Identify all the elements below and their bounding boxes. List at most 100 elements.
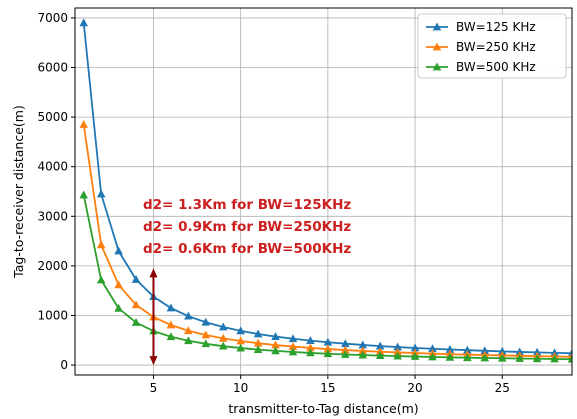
data-point: [341, 339, 350, 348]
data-point: [497, 346, 507, 355]
annotation-layer: d2= 1.3Km for BW=125KHz d2= 0.9Km for BW=…: [143, 197, 351, 366]
data-point: [306, 348, 315, 357]
data-point: [79, 120, 88, 128]
data-point: [253, 329, 263, 338]
annotation-arrow-head-up: [149, 268, 158, 278]
data-point: [567, 354, 572, 363]
data-point: [166, 303, 176, 312]
legend-label: BW=500 KHz: [456, 60, 536, 74]
series-3: [79, 190, 572, 363]
legend: BW=125 KHz BW=250 KHz BW=500 KHz: [417, 13, 567, 79]
x-axis-label: transmitter-to-Tag distance(m): [228, 401, 418, 416]
data-point: [166, 320, 176, 329]
data-point: [184, 326, 193, 335]
annotation-text: d2= 0.6Km for BW=500KHz: [143, 241, 351, 257]
y-tick-label: 3000: [37, 209, 68, 223]
x-tick-label: 5: [150, 381, 158, 395]
legend-marker: [432, 22, 442, 31]
data-point: [358, 340, 368, 349]
data-point: [236, 336, 245, 345]
data-point: [393, 342, 402, 351]
annotation-text: d2= 1.3Km for BW=125KHz: [143, 197, 351, 213]
data-point: [131, 318, 141, 326]
data-point: [480, 353, 490, 362]
annotation-text: d2= 0.9Km for BW=250KHz: [143, 219, 351, 235]
ticks: 5 10 15 20 25 0 1000 2000 3000 4000 5000 6000 7000: [37, 11, 509, 395]
data-point: [114, 246, 123, 255]
data-point: [306, 343, 315, 352]
y-tick-label: 2000: [37, 259, 68, 273]
data-point: [288, 334, 298, 343]
y-tick-label: 7000: [37, 11, 68, 25]
legend-marker: [432, 42, 442, 51]
data-point: [428, 344, 437, 353]
data-point: [79, 190, 88, 199]
data-point: [375, 341, 385, 350]
data-point: [218, 322, 228, 331]
data-point: [96, 189, 106, 198]
plot-frame: [74, 7, 573, 376]
data-point: [323, 349, 333, 358]
data-point: [323, 344, 333, 353]
data-point: [131, 275, 141, 283]
data-point: [253, 345, 263, 353]
data-point: [79, 18, 88, 27]
data-point: [288, 347, 298, 356]
y-axis-label: Tag-to-receiver distance(m): [11, 105, 26, 279]
data-point: [166, 332, 176, 341]
data-point: [218, 333, 228, 342]
data-point: [410, 352, 420, 360]
x-tick-label: 10: [233, 381, 248, 395]
legend-label: BW=250 KHz: [456, 40, 536, 54]
x-tick-label: 20: [407, 381, 422, 395]
data-point: [96, 240, 106, 249]
series-1: [79, 18, 572, 357]
series-layer: [79, 18, 572, 363]
data-point: [271, 332, 280, 340]
annotation-arrow-head-down: [149, 356, 158, 366]
data-point: [236, 326, 245, 335]
data-point: [271, 340, 280, 349]
x-tick-label: 25: [495, 381, 510, 395]
legend-label: BW=125 KHz: [456, 20, 536, 34]
data-point: [463, 353, 472, 362]
data-point: [480, 346, 490, 355]
data-point: [236, 343, 245, 352]
data-point: [445, 352, 455, 361]
data-point: [445, 345, 455, 353]
data-point: [358, 346, 368, 355]
legend-marker: [432, 62, 442, 71]
data-point: [184, 311, 193, 320]
y-tick-label: 4000: [37, 160, 68, 174]
data-point: [131, 300, 141, 309]
data-point: [114, 303, 123, 312]
data-point: [114, 280, 123, 289]
data-point: [341, 349, 350, 358]
data-point: [341, 345, 350, 354]
legend-box: [417, 13, 567, 79]
data-point: [410, 343, 420, 352]
data-point: [323, 337, 333, 346]
y-tick-label: 1000: [37, 308, 68, 322]
y-tick-label: 6000: [37, 61, 68, 75]
data-point: [288, 342, 298, 350]
data-point: [515, 354, 524, 362]
data-point: [532, 354, 542, 363]
data-point: [428, 352, 437, 361]
data-point: [96, 275, 106, 284]
y-tick-label: 5000: [37, 110, 68, 124]
data-point: [201, 317, 211, 326]
data-point: [375, 351, 385, 359]
data-point: [463, 345, 472, 354]
data-point: [358, 350, 368, 359]
data-point: [201, 339, 211, 348]
data-point: [550, 354, 559, 363]
y-tick-label: 0: [60, 358, 68, 372]
data-point: [497, 353, 507, 362]
data-point: [253, 338, 263, 347]
data-point: [218, 341, 228, 350]
data-point: [306, 336, 315, 345]
x-tick-label: 15: [320, 381, 335, 395]
data-point: [271, 346, 280, 355]
